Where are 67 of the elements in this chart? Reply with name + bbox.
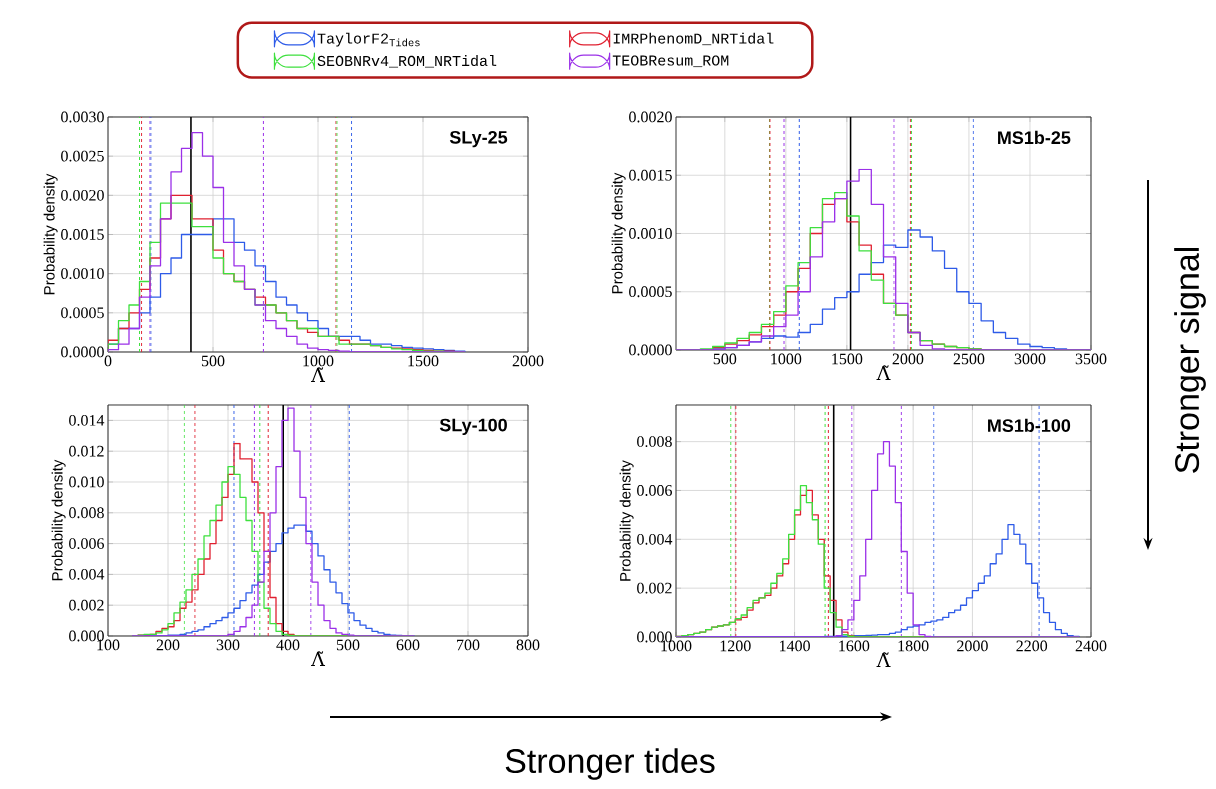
x-tick-label: 1600 bbox=[839, 640, 870, 652]
y-tick-label: 0.012 bbox=[69, 445, 104, 457]
y-tick-label: 0.006 bbox=[637, 485, 672, 496]
y-tick-label: 0.0000 bbox=[61, 346, 104, 358]
x-axis-title: Λ̃ bbox=[876, 365, 891, 380]
y-tick-label: 0.0015 bbox=[629, 169, 672, 181]
text: SLy-25 bbox=[449, 130, 508, 148]
x-axis-title: Λ̃ bbox=[876, 652, 891, 667]
x-tick-label: 3500 bbox=[1075, 353, 1107, 365]
y-tick-label: 0.014 bbox=[69, 414, 105, 426]
x-tick-label: 800 bbox=[516, 639, 540, 651]
text: SLy-100 bbox=[439, 418, 507, 435]
text: MS1b-100 bbox=[988, 418, 1071, 432]
x-tick-label: 1500 bbox=[408, 355, 439, 367]
text: MS1b-25 bbox=[998, 130, 1071, 145]
x-tick-label: 700 bbox=[457, 639, 480, 651]
y-tick-label: 0.002 bbox=[69, 599, 104, 611]
y-tick-label: 0.008 bbox=[69, 507, 104, 519]
x-tick-label: 3000 bbox=[1014, 353, 1046, 365]
y-axis-title: Probability density bbox=[611, 172, 626, 294]
x-tick-label: 0 bbox=[104, 355, 112, 367]
y-tick-label: 0.010 bbox=[69, 476, 104, 488]
y-tick-label: 0.004 bbox=[69, 568, 105, 580]
y-tick-label: 0.006 bbox=[69, 538, 104, 550]
y-axis-title: Probability density bbox=[43, 173, 58, 295]
y-tick-label: 0.002 bbox=[637, 582, 672, 594]
x-axis-title: Λ̃ bbox=[311, 367, 326, 382]
x-tick-label: 1000 bbox=[771, 353, 802, 365]
text: Stronger tides bbox=[505, 748, 715, 780]
y-tick-label: 0.0020 bbox=[629, 111, 672, 123]
y-tick-label: 0.0015 bbox=[61, 229, 104, 240]
x-tick-label: 400 bbox=[276, 639, 300, 651]
x-tick-label: 2000 bbox=[512, 355, 544, 367]
x-tick-label: 500 bbox=[713, 353, 737, 365]
x-tick-label: 1500 bbox=[832, 353, 863, 365]
x-tick-label: 1000 bbox=[303, 355, 334, 367]
y-tick-label: 0.008 bbox=[637, 436, 672, 448]
x-tick-label: 1400 bbox=[779, 640, 810, 652]
text: Stronger signal bbox=[1174, 247, 1206, 473]
x-tick-label: 2200 bbox=[1016, 640, 1048, 652]
x-tick-label: 500 bbox=[201, 355, 225, 367]
legend-label: TaylorF2$_{Tides}$ bbox=[317, 32, 420, 47]
y-tick-label: 0.0010 bbox=[61, 268, 104, 280]
y-tick-label: 0.0030 bbox=[61, 111, 104, 123]
x-tick-label: 2400 bbox=[1075, 640, 1107, 652]
y-tick-label: 0.0005 bbox=[629, 286, 672, 298]
legend-label: TEOBResum_ROM bbox=[612, 55, 729, 68]
y-tick-label: 0.0000 bbox=[629, 344, 672, 356]
x-tick-label: 300 bbox=[216, 639, 240, 651]
y-tick-label: 0.0005 bbox=[61, 307, 104, 319]
x-tick-label: 2000 bbox=[892, 353, 924, 365]
x-tick-label: 500 bbox=[336, 639, 360, 651]
x-tick-label: 2500 bbox=[953, 353, 985, 365]
x-tick-label: 200 bbox=[156, 639, 180, 651]
legend-label: IMRPhenomD_NRTidal bbox=[613, 32, 774, 46]
x-axis-title: Λ̃ bbox=[311, 651, 326, 666]
x-tick-label: 1200 bbox=[720, 640, 751, 652]
x-tick-label: 600 bbox=[396, 639, 420, 651]
x-tick-label: 1800 bbox=[898, 640, 929, 652]
y-axis-title: Probability density bbox=[51, 459, 66, 581]
y-tick-label: 0.0020 bbox=[61, 189, 104, 201]
x-tick-label: 2000 bbox=[957, 640, 988, 652]
y-tick-label: 0.0025 bbox=[61, 150, 104, 162]
y-tick-label: 0.0010 bbox=[629, 228, 672, 239]
y-tick-label: 0.004 bbox=[637, 533, 673, 545]
y-axis-title: Probability density bbox=[619, 460, 634, 581]
legend-label: SEOBNRv4_ROM_NRTidal bbox=[317, 55, 497, 68]
